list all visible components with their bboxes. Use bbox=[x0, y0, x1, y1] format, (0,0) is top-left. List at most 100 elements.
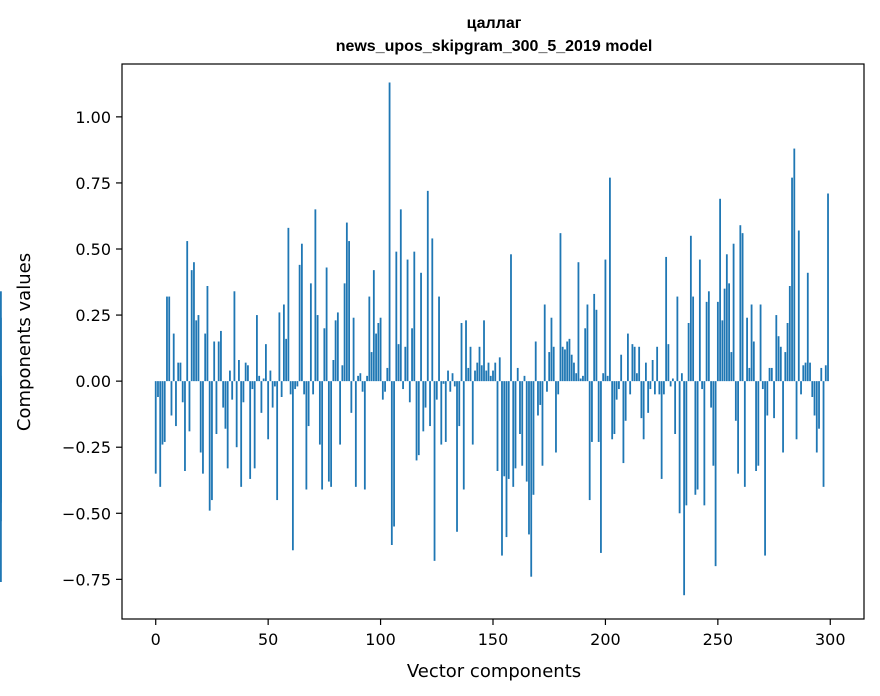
bar-186 bbox=[573, 362, 575, 382]
bar-8 bbox=[172, 333, 175, 382]
bar-257 bbox=[732, 243, 735, 382]
bar-172 bbox=[541, 381, 544, 466]
bar-76 bbox=[325, 267, 328, 382]
x-axis-ticks: 0 50 100 150 200 250 300 bbox=[151, 619, 846, 649]
bar-90 bbox=[357, 375, 359, 382]
bar-151 bbox=[494, 362, 497, 382]
bar-256 bbox=[730, 352, 733, 382]
bar-281 bbox=[786, 323, 789, 382]
bar-208 bbox=[622, 381, 625, 464]
bar-285 bbox=[795, 381, 798, 440]
x-tick-label: 200 bbox=[590, 630, 621, 649]
bar-31 bbox=[224, 381, 227, 429]
bar-129 bbox=[444, 381, 447, 442]
bar-245 bbox=[705, 301, 708, 382]
bar-298 bbox=[824, 365, 827, 382]
bar-97 bbox=[372, 270, 375, 382]
bar-74 bbox=[321, 381, 324, 490]
bar-232 bbox=[676, 296, 679, 382]
bar-199 bbox=[602, 373, 605, 382]
bar-286 bbox=[797, 230, 800, 382]
bar-49 bbox=[265, 344, 267, 382]
bar-103 bbox=[386, 367, 389, 382]
bar-69 bbox=[309, 283, 312, 382]
bar-231 bbox=[674, 381, 677, 434]
bar-133 bbox=[453, 381, 456, 387]
bar-13 bbox=[184, 381, 186, 471]
bar-75 bbox=[323, 328, 326, 382]
bar-171 bbox=[539, 381, 542, 405]
bar-238 bbox=[689, 235, 692, 382]
bar-17 bbox=[193, 262, 195, 382]
bars-group bbox=[0, 82, 829, 596]
bar-243 bbox=[701, 381, 704, 390]
bar-28 bbox=[217, 341, 220, 382]
bar-258 bbox=[734, 381, 737, 421]
bar-undefined bbox=[0, 291, 2, 382]
bar-202 bbox=[609, 177, 611, 382]
bar-279 bbox=[782, 381, 784, 453]
bar-92 bbox=[361, 381, 364, 392]
bar-18 bbox=[195, 320, 198, 382]
bar-271 bbox=[764, 381, 766, 556]
bar-166 bbox=[528, 381, 530, 535]
bar-16 bbox=[190, 270, 193, 382]
bar-182 bbox=[564, 349, 566, 382]
bar-227 bbox=[665, 256, 668, 382]
bar-0 bbox=[154, 381, 157, 474]
bar-68 bbox=[307, 381, 310, 427]
bar-213 bbox=[633, 346, 636, 382]
bar-135 bbox=[458, 381, 461, 427]
bar-240 bbox=[694, 381, 697, 495]
bar-277 bbox=[777, 336, 780, 382]
bar-218 bbox=[645, 362, 647, 382]
bar-188 bbox=[577, 262, 580, 382]
bar-247 bbox=[710, 381, 712, 408]
bar-139 bbox=[467, 367, 470, 382]
bar-147 bbox=[485, 370, 488, 382]
bar-86 bbox=[348, 241, 350, 382]
bar-244 bbox=[703, 381, 706, 506]
bar-187 bbox=[575, 373, 578, 382]
bar-289 bbox=[804, 362, 807, 382]
bar-54 bbox=[276, 381, 279, 501]
bar-105 bbox=[390, 381, 393, 545]
bar-109 bbox=[399, 209, 402, 382]
bar-61 bbox=[291, 381, 294, 551]
bar-190 bbox=[582, 375, 584, 382]
bar-149 bbox=[489, 375, 492, 382]
bar-122 bbox=[429, 381, 431, 427]
bar-217 bbox=[642, 381, 645, 440]
bar-23 bbox=[206, 286, 209, 382]
y-tick-label: 1.00 bbox=[75, 108, 111, 127]
bar-154 bbox=[501, 381, 503, 556]
bar-160 bbox=[514, 381, 517, 469]
bar-228 bbox=[667, 344, 670, 382]
bar-152 bbox=[496, 381, 499, 471]
bar-83 bbox=[341, 365, 344, 382]
bar-263 bbox=[746, 317, 748, 382]
bar-197 bbox=[597, 381, 600, 442]
x-tick-label: 250 bbox=[703, 630, 734, 649]
bar-126 bbox=[438, 296, 440, 382]
bar-167 bbox=[530, 381, 533, 577]
bar-241 bbox=[696, 381, 699, 490]
bar-56 bbox=[280, 381, 283, 397]
bar-32 bbox=[226, 381, 229, 469]
bar-145 bbox=[480, 365, 483, 382]
bar-274 bbox=[770, 367, 773, 382]
y-axis-ticks: −0.75 −0.50 −0.25 0.00 0.25 0.50 0.75 1.00 bbox=[62, 108, 122, 589]
bar-117 bbox=[417, 381, 420, 456]
bar-226 bbox=[662, 381, 665, 395]
bar-99 bbox=[377, 323, 380, 382]
bar-72 bbox=[316, 315, 319, 382]
bar-295 bbox=[818, 381, 820, 429]
bar-148 bbox=[487, 362, 490, 382]
bar-71 bbox=[314, 209, 317, 382]
bar-210 bbox=[627, 333, 629, 382]
bar-161 bbox=[516, 367, 519, 382]
bar-82 bbox=[339, 381, 341, 445]
bar-206 bbox=[618, 381, 620, 390]
bar-136 bbox=[460, 323, 463, 382]
bar-275 bbox=[773, 381, 775, 419]
